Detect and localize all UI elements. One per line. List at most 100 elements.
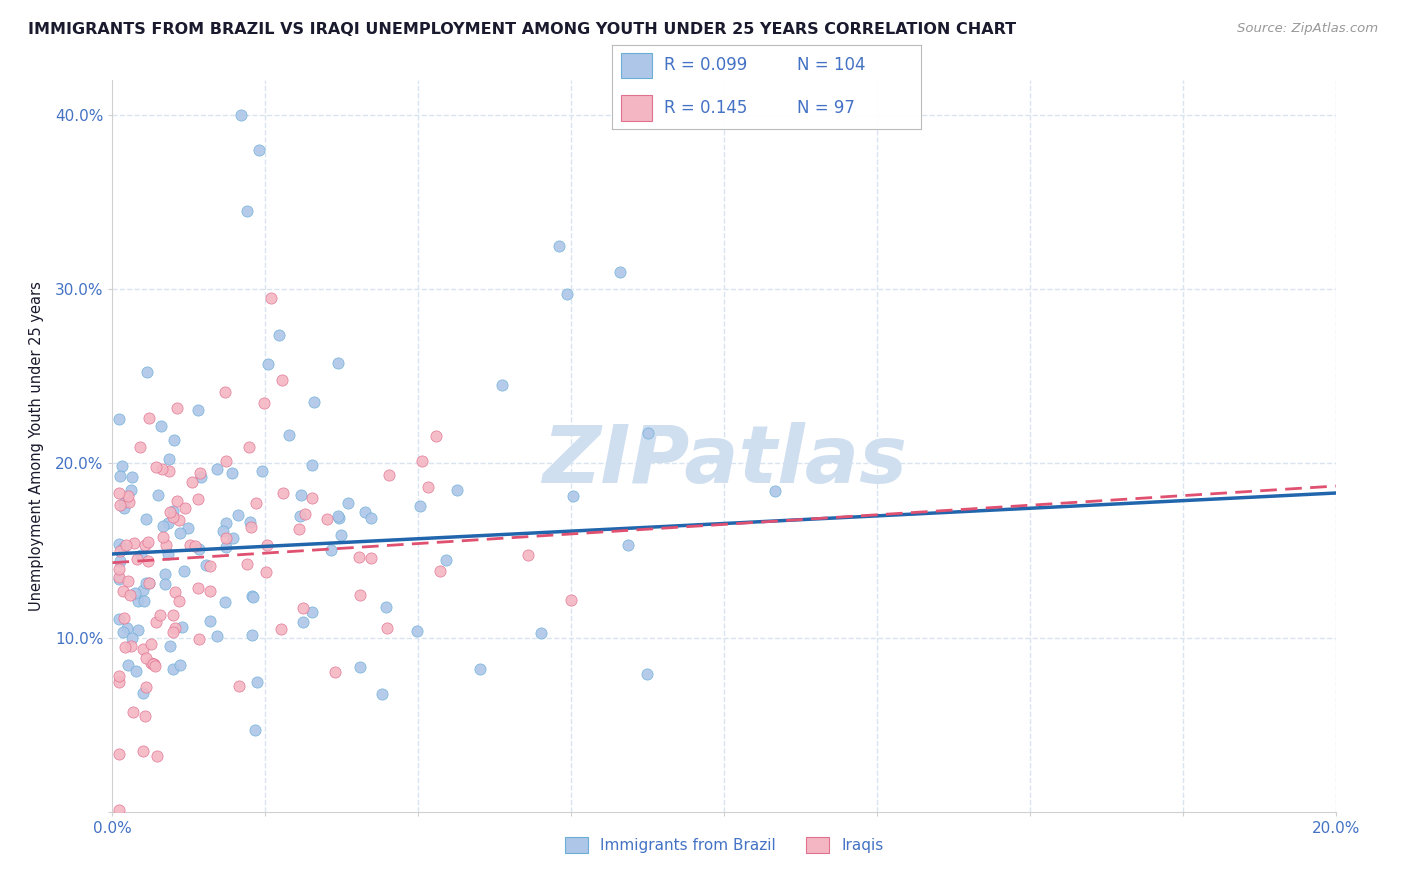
Point [609,265,631,279]
Point [215,454,238,468]
Point [425,429,447,443]
Point [115,621,138,635]
Point [108,554,131,568]
Text: Source: ZipAtlas.com: Source: ZipAtlas.com [1237,22,1378,36]
Point [245,723,267,738]
Point [288,508,311,523]
Point [292,615,315,629]
Point [127,593,149,607]
Point [157,547,180,561]
Point [418,480,440,494]
Point [118,494,141,508]
Point [107,537,129,551]
Point [120,483,142,497]
Point [326,356,349,370]
Point [205,629,228,643]
Point [138,575,160,590]
Point [270,622,292,636]
Point [134,708,156,723]
Point [198,614,221,628]
Point [132,744,155,758]
Point [250,464,273,478]
Point [107,803,129,817]
Point [301,458,323,472]
Point [214,595,236,609]
Point [221,466,243,480]
Point [108,570,131,584]
Point [239,520,262,534]
Point [238,440,260,454]
Point [229,108,252,122]
Point [247,143,270,157]
Point [292,601,315,615]
Point [135,680,157,694]
Point [468,662,491,676]
Point [108,498,131,512]
Bar [621,54,652,78]
Point [200,559,222,574]
Point [122,536,145,550]
Point [108,486,131,500]
Point [245,496,267,510]
Point [136,534,159,549]
Point [155,538,177,552]
Point [152,519,174,533]
Point [135,364,157,378]
Point [107,674,129,689]
Point [228,679,250,693]
Point [163,621,186,635]
Point [163,433,186,447]
Point [214,532,236,546]
Point [127,552,149,566]
Point [112,496,135,510]
Point [162,510,184,524]
Point [246,674,269,689]
Point [129,440,152,454]
Point [360,511,382,525]
Point [114,640,136,654]
Point [323,665,346,679]
Point [149,607,172,622]
Point [329,528,352,542]
Point [617,538,640,552]
Point [411,454,433,468]
Point [555,287,578,301]
Point [155,577,177,591]
Point [301,605,323,619]
Point [117,574,139,589]
Point [429,564,451,578]
Point [212,524,235,539]
Point [107,669,129,683]
Point [177,521,200,535]
Point [271,373,294,387]
Point [302,394,325,409]
Point [139,637,162,651]
Point [127,623,149,637]
Point [236,203,259,218]
Point [222,531,245,545]
Point [290,488,312,502]
Point [138,410,160,425]
Point [179,538,201,552]
Point [143,659,166,673]
Point [434,553,457,567]
Point [108,468,131,483]
Point [378,468,401,483]
Point [132,641,155,656]
Point [162,607,184,622]
Point [159,451,181,466]
Point [114,538,136,552]
Point [159,505,181,519]
Point [148,488,170,502]
Point [260,291,283,305]
Text: R = 0.145: R = 0.145 [664,99,748,117]
Point [321,542,343,557]
Point [636,667,658,681]
Point [165,585,187,599]
Point [277,428,299,442]
Point [215,516,238,530]
Point [316,512,339,526]
Point [561,489,583,503]
Point [354,505,377,519]
Point [173,500,195,515]
